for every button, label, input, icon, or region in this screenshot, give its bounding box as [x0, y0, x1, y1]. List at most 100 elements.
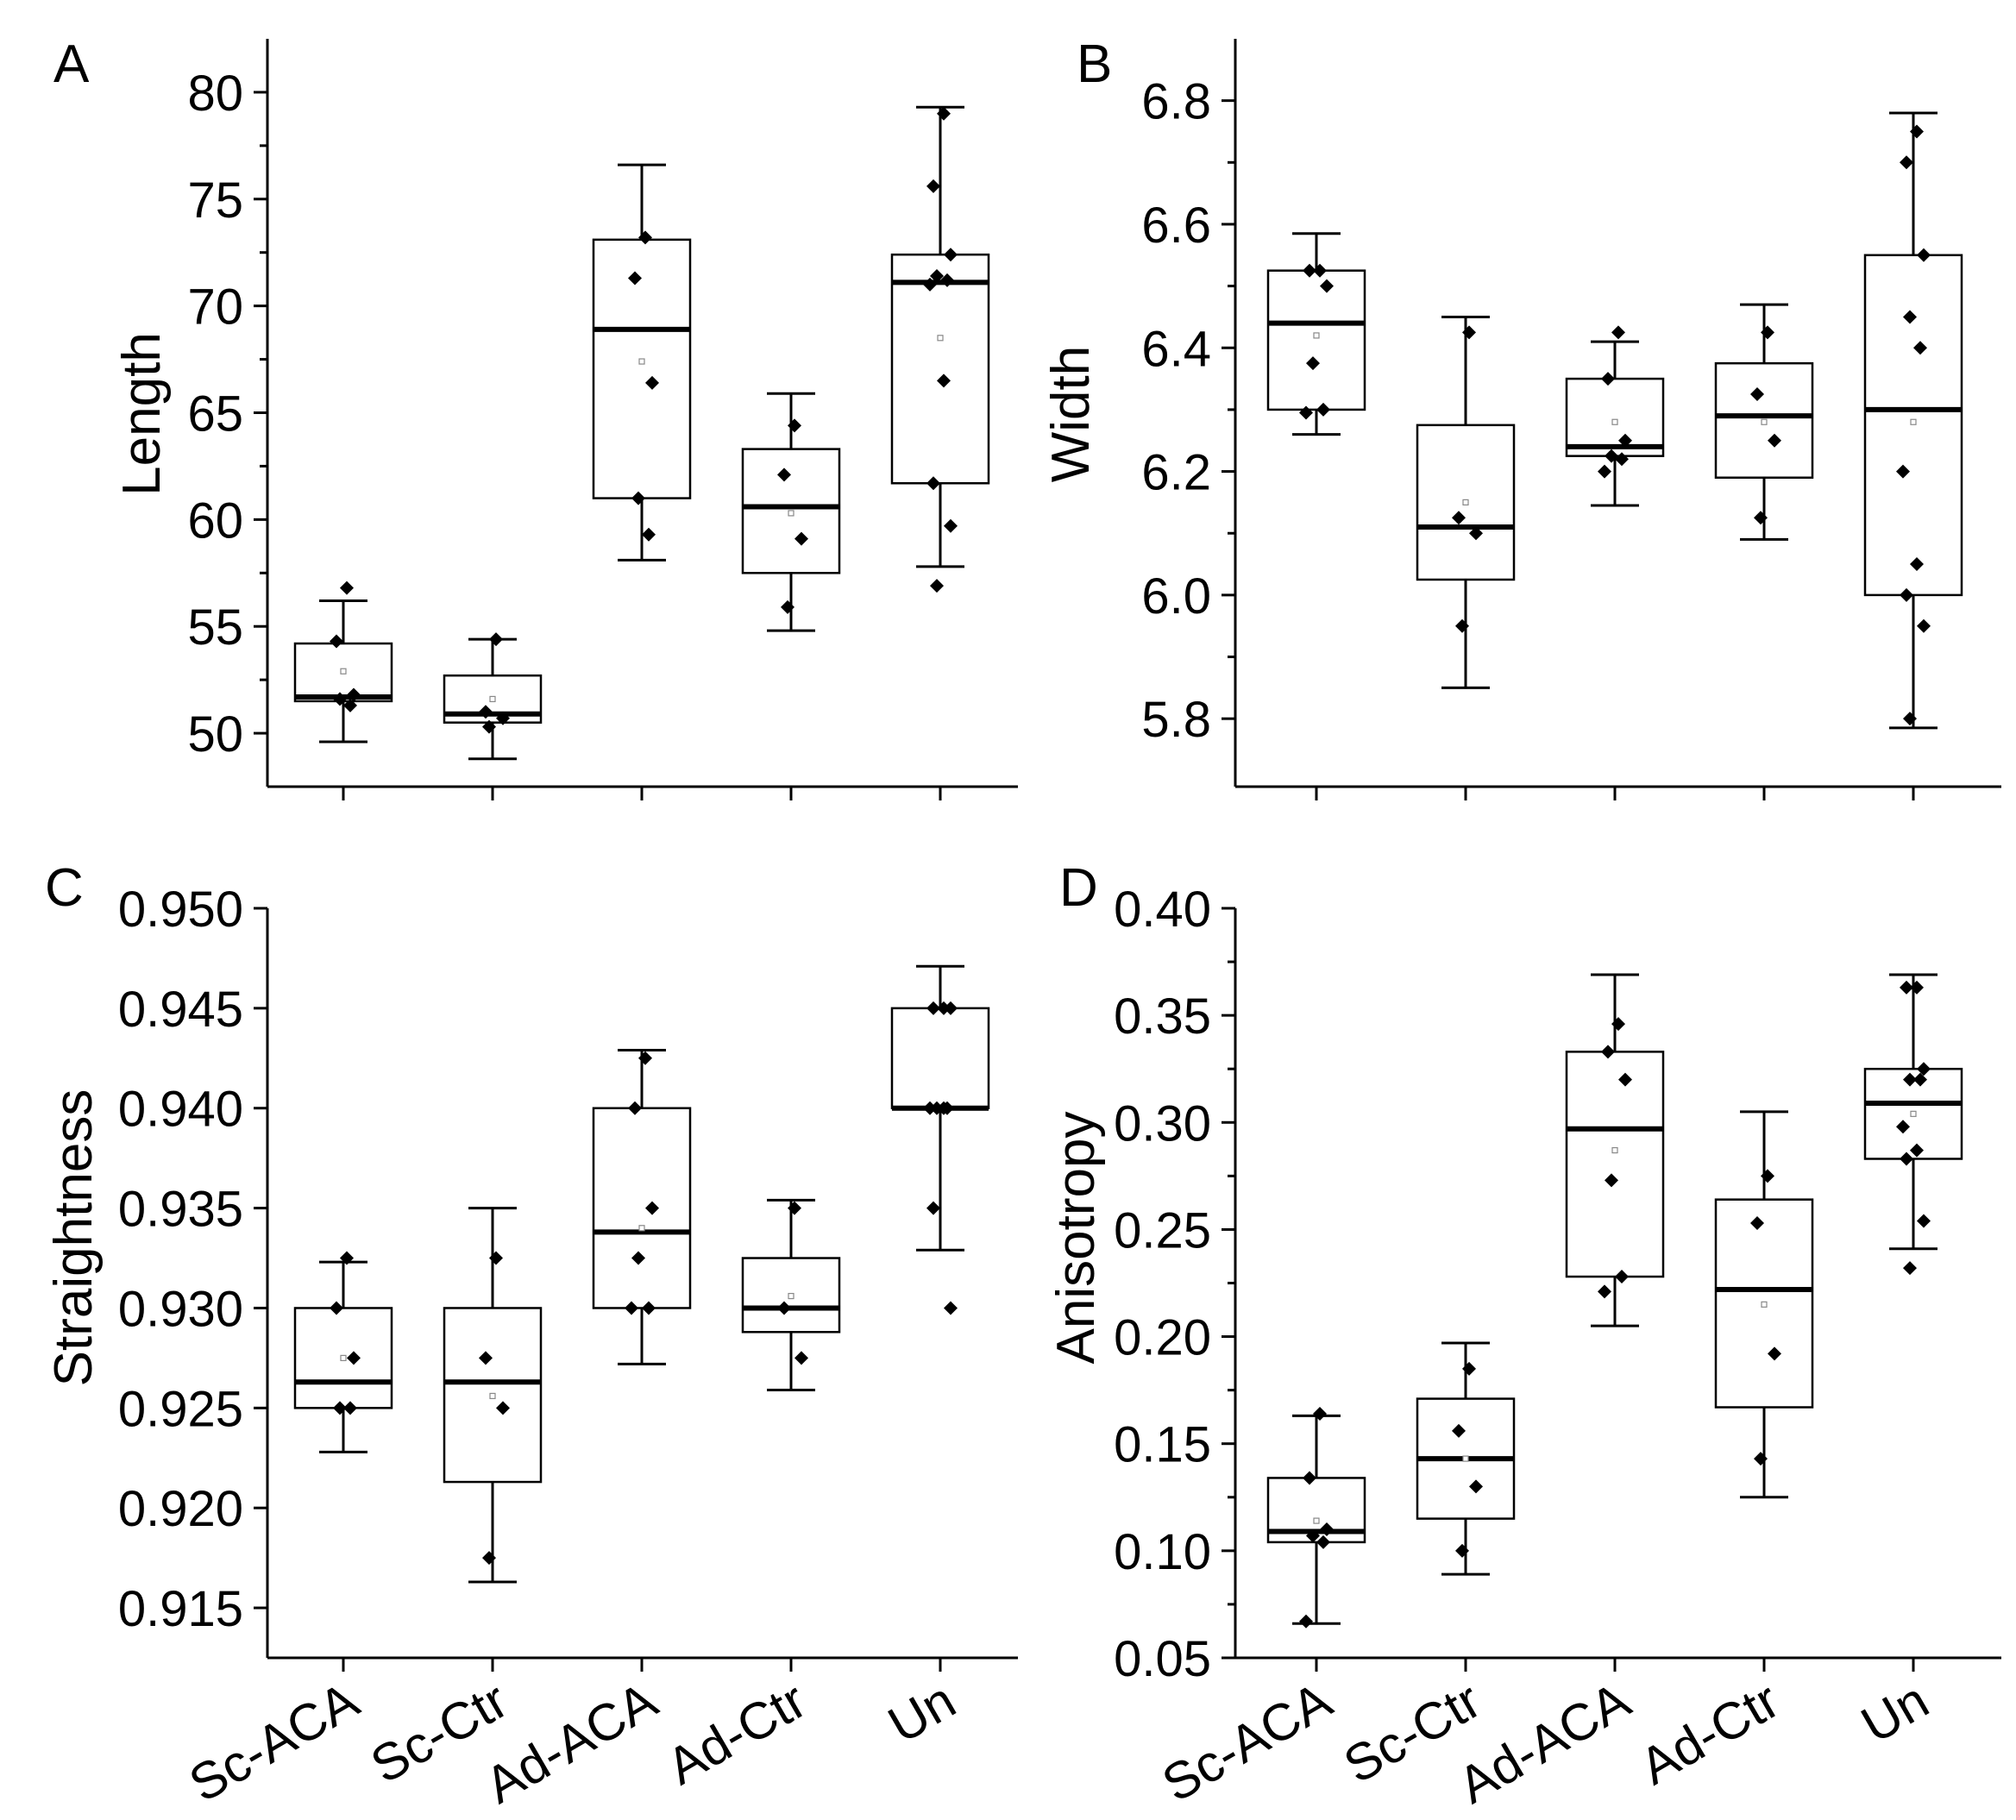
panel-c-ad-aca-mean-marker	[638, 1225, 645, 1232]
panel-a-y-tick-label: 55	[187, 599, 243, 656]
panel-a-sc-aca-data-point	[333, 692, 347, 706]
panel-a-y-tick-label: 80	[187, 66, 243, 122]
panel-a-un-data-point	[940, 273, 954, 287]
panel-d-sc-aca-data-point	[1316, 1534, 1330, 1549]
panel-c-y-tick-label: 0.940	[118, 1082, 243, 1138]
panel-b-ad-ctr-data-point	[1750, 387, 1764, 402]
panel-b-sc-aca-mean-marker	[1313, 332, 1320, 339]
panel-c-ad-aca-data-point	[642, 1301, 656, 1315]
panel-letter-b: B	[1077, 35, 1112, 94]
panel-b-sc-aca-data-point	[1299, 405, 1313, 420]
panel-d-y-tick-label: 0.35	[1114, 988, 1211, 1045]
panel-c-sc-aca-data-point	[340, 1251, 354, 1265]
y-axis-title-anisotropy: Anisotropy	[1046, 1112, 1106, 1365]
panel-d-ad-aca-data-point	[1601, 1045, 1615, 1059]
panel-a-ad-aca-data-point	[645, 375, 659, 390]
panel-c-sc-aca-data-point	[330, 1301, 343, 1315]
panel-d-ad-aca-data-point	[1611, 1017, 1625, 1032]
panel-d-un-data-point	[1913, 1072, 1927, 1087]
panel-a-sc-aca-data-point	[343, 698, 357, 712]
panel-c-y-tick-label: 0.915	[118, 1581, 243, 1637]
panel-a-y-tick-label: 65	[187, 386, 243, 442]
panel-a-ad-ctr-mean-marker	[788, 510, 794, 517]
panel-a-un-data-point	[944, 248, 958, 262]
panel-d-un-data-point	[1896, 1120, 1910, 1134]
panel-a-sc-ctr-box	[443, 674, 543, 724]
panel-c-y-tick-label: 0.930	[118, 1281, 243, 1337]
panel-c-sc-ctr-data-point	[479, 1351, 493, 1365]
panel-c-sc-aca-data-point	[343, 1401, 357, 1415]
panel-d-sc-aca-data-point	[1313, 1406, 1327, 1421]
panel-b-un-data-point	[1903, 712, 1917, 726]
panel-a-sc-ctr-data-point	[489, 632, 503, 647]
panel-a-ad-ctr-data-point	[794, 531, 808, 546]
panel-d-sc-ctr-data-point	[1469, 1479, 1483, 1494]
panel-b-un-data-point	[1913, 341, 1927, 355]
panel-a-ad-ctr-data-point	[788, 418, 801, 433]
panel-a-y-tick-label: 75	[187, 173, 243, 229]
panel-c-sc-ctr-mean-marker	[489, 1392, 496, 1400]
panel-d-ad-ctr-data-point	[1768, 1346, 1781, 1361]
panel-c-sc-aca-data-point	[347, 1351, 361, 1365]
panel-a-un-data-point	[937, 373, 951, 388]
panel-letter-d: D	[1059, 858, 1098, 918]
panel-a-sc-ctr-data-point	[496, 711, 510, 725]
panel-d-ad-ctr-data-point	[1754, 1452, 1768, 1466]
panel-c-un-data-point	[944, 1301, 958, 1315]
panel-a-y-tick-label: 70	[187, 279, 243, 336]
panel-a-y-tick-label: 50	[187, 706, 243, 763]
panel-d-ad-aca-data-point	[1598, 1284, 1611, 1299]
panel-b-sc-ctr-data-point	[1452, 511, 1466, 525]
panel-a-sc-aca-data-point	[340, 581, 354, 595]
panel-b-un-data-point	[1903, 310, 1917, 324]
panel-d-un-data-point	[1900, 1152, 1913, 1166]
panel-b-un-data-point	[1896, 464, 1910, 479]
panel-d-sc-ctr-data-point	[1462, 1361, 1476, 1376]
panel-b-ad-aca-data-point	[1618, 433, 1632, 448]
panel-d-y-tick-label: 0.30	[1114, 1095, 1211, 1152]
panel-c-ad-ctr-box	[741, 1257, 841, 1334]
panel-a-un-data-point	[944, 518, 958, 533]
panel-c-sc-aca-data-point	[333, 1401, 347, 1415]
panel-letter-c: C	[45, 858, 84, 918]
panel-c-un-data-point	[944, 1001, 958, 1015]
panel-b-sc-ctr-mean-marker	[1462, 499, 1469, 505]
panel-d-y-tick-label: 0.10	[1114, 1524, 1211, 1580]
panel-b-y-tick-label: 6.8	[1141, 74, 1211, 130]
panel-d-un-mean-marker	[1910, 1110, 1917, 1117]
panel-d-ad-aca-mean-marker	[1611, 1146, 1618, 1154]
panel-d-ad-aca-data-point	[1615, 1270, 1629, 1284]
y-axis-title-length: Length	[112, 332, 172, 496]
panel-d-ad-ctr-mean-marker	[1761, 1301, 1768, 1308]
panel-a-ad-aca-data-point	[642, 527, 656, 542]
panel-b-sc-ctr-data-point	[1455, 618, 1469, 633]
panel-c-ad-aca-data-point	[638, 1051, 652, 1065]
panel-b-sc-aca-data-point	[1313, 263, 1327, 278]
panel-d-ad-ctr-data-point	[1761, 1169, 1774, 1183]
panel-c-y-tick-label: 0.925	[118, 1381, 243, 1437]
panel-d-ad-aca-data-point	[1618, 1072, 1632, 1087]
panel-b-ad-aca-data-point	[1598, 464, 1611, 479]
panel-d-sc-aca-data-point	[1303, 1471, 1316, 1485]
panel-d-sc-ctr-data-point	[1452, 1423, 1466, 1438]
panel-c-un-data-point	[926, 1001, 940, 1015]
panel-c-ad-ctr-data-point	[777, 1301, 791, 1315]
panel-a-ad-aca-data-point	[628, 271, 642, 286]
panel-d-un-data-point	[1910, 980, 1924, 995]
panel-d-y-tick-label: 0.05	[1114, 1631, 1211, 1687]
panel-d-un-data-point	[1903, 1261, 1917, 1276]
panel-b-width: B Width 5.8 6.0 6.2 6.4 6.6 6.8	[1041, 35, 2001, 800]
panel-c-un-data-point	[923, 1101, 937, 1115]
panel-b-ad-aca-data-point	[1615, 452, 1629, 467]
panel-b-sc-ctr-box	[1416, 424, 1516, 581]
panel-a-un-data-point	[937, 106, 951, 121]
panel-d-y-tick-label: 0.15	[1114, 1417, 1211, 1473]
panel-c-y-tick-label: 0.920	[118, 1481, 243, 1537]
panel-c-ad-aca-data-point	[628, 1101, 642, 1115]
y-axis-title-width: Width	[1041, 346, 1101, 482]
panel-b-sc-ctr-data-point	[1462, 325, 1476, 340]
panel-c-ad-ctr-data-point	[788, 1201, 801, 1215]
panel-b-un-data-point	[1917, 248, 1931, 262]
panel-a-ad-aca-data-point	[631, 491, 645, 505]
panel-b-un-data-point	[1900, 155, 1913, 170]
